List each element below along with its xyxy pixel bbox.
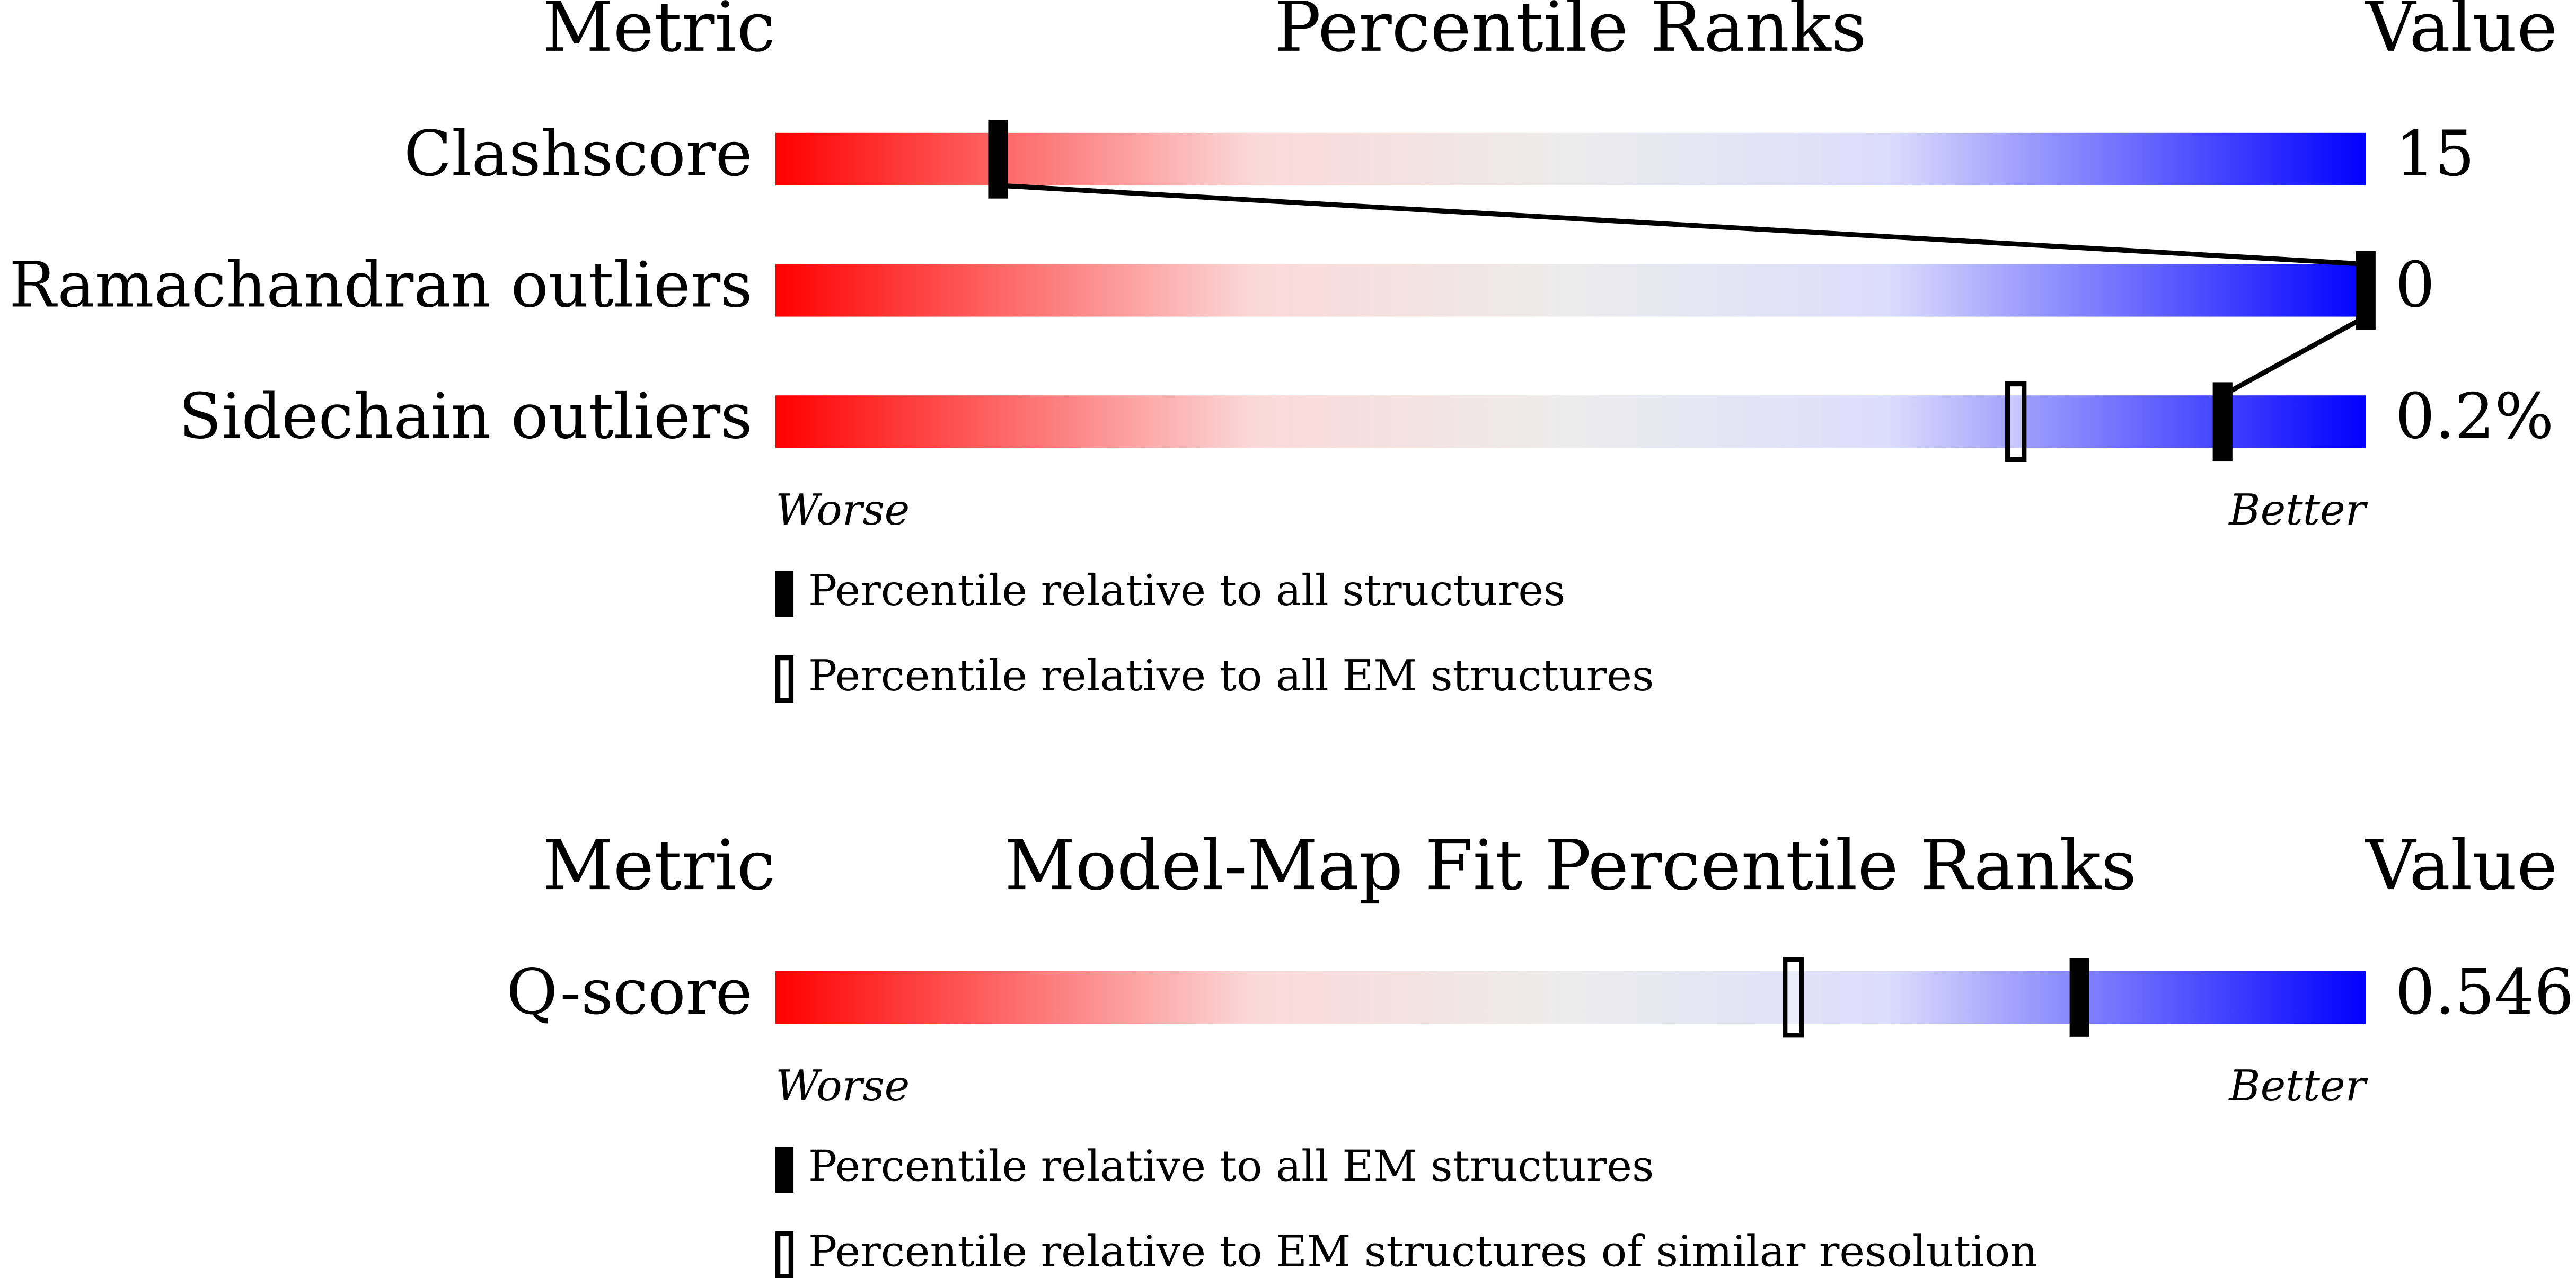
legend-marker-hollow [775, 655, 794, 703]
metric-name: Clashscore [404, 118, 753, 190]
metric-name: Ramachandran outliers [9, 249, 752, 322]
better-label: Better [2228, 1061, 2368, 1111]
legend-label: Percentile relative to all structures [808, 565, 1565, 615]
metric-header: Metric [543, 825, 775, 906]
value-header: Value [2365, 0, 2557, 67]
percentile-marker [2069, 958, 2089, 1037]
better-label: Better [2228, 485, 2368, 535]
metric-value: 0.2% [2395, 380, 2554, 452]
worse-label: Worse [775, 1061, 910, 1111]
connector-line [998, 183, 2366, 267]
percentile-marker [2212, 382, 2233, 462]
slider-bar [775, 971, 2366, 1024]
legend-marker-hollow [775, 1231, 794, 1278]
legend-marker-filled [775, 1147, 794, 1193]
metric-value: 15 [2395, 118, 2475, 190]
worse-label: Worse [775, 485, 910, 535]
secondary-percentile-marker [2005, 381, 2027, 462]
metric-value: 0 [2395, 249, 2435, 322]
metric-header: Metric [543, 0, 775, 67]
metric-value: 0.546 [2395, 956, 2574, 1028]
secondary-percentile-marker [1783, 957, 1804, 1038]
slider-bar [775, 132, 2366, 185]
value-header: Value [2365, 825, 2557, 906]
slider-bar [775, 395, 2366, 448]
legend-marker-filled [775, 571, 794, 617]
legend-label: Percentile relative to all EM structures [808, 651, 1654, 700]
metric-name: Sidechain outliers [179, 380, 752, 452]
chart-title: Model-Map Fit Percentile Ranks [1004, 825, 2137, 906]
legend-label: Percentile relative to all EM structures [808, 1141, 1654, 1191]
slider-bar [775, 264, 2366, 317]
connector-line [2221, 314, 2367, 398]
chart-title: Percentile Ranks [1275, 0, 1867, 67]
legend-label: Percentile relative to EM structures of … [808, 1227, 2037, 1276]
metric-name: Q-score [507, 956, 753, 1028]
